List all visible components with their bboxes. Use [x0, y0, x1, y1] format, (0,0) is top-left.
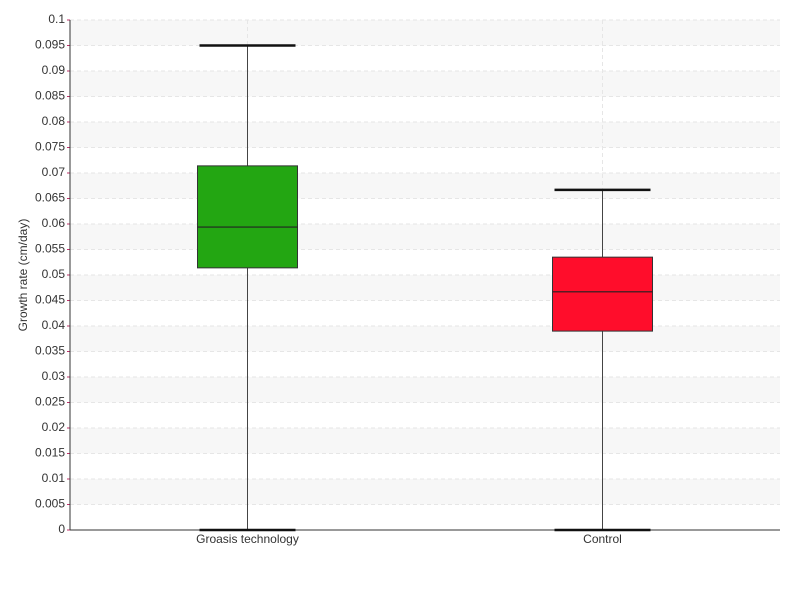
y-tick-label: 0.07 — [42, 165, 66, 179]
grid-band — [70, 275, 780, 301]
y-tick-label: 0.06 — [42, 216, 66, 230]
grid-band — [70, 326, 780, 352]
grid-band — [70, 20, 780, 46]
y-tick-label: 0 — [58, 522, 65, 536]
grid-band — [70, 122, 780, 148]
y-tick-label: 0.095 — [35, 38, 65, 52]
y-tick-label: 0.015 — [35, 446, 65, 460]
y-axis-label: Growth rate (cm/day) — [16, 219, 30, 332]
y-tick-label: 0.03 — [42, 369, 66, 383]
y-tick-label: 0.035 — [35, 344, 65, 358]
y-tick-label: 0.01 — [42, 471, 66, 485]
y-tick-label: 0.065 — [35, 191, 65, 205]
x-tick-label: Groasis technology — [196, 532, 299, 546]
y-tick-label: 0.055 — [35, 242, 65, 256]
y-tick-label: 0.1 — [48, 12, 65, 26]
y-tick-label: 0.08 — [42, 114, 66, 128]
box — [552, 256, 653, 332]
y-tick-label: 0.085 — [35, 89, 65, 103]
y-tick-label: 0.04 — [42, 318, 66, 332]
grid-band — [70, 428, 780, 454]
box — [197, 165, 298, 269]
x-tick-label: Control — [583, 532, 622, 546]
y-tick-label: 0.045 — [35, 293, 65, 307]
y-tick-label: 0.09 — [42, 63, 66, 77]
grid-band — [70, 377, 780, 403]
grid-band — [70, 71, 780, 97]
y-tick-label: 0.075 — [35, 140, 65, 154]
grid-band — [70, 224, 780, 250]
y-tick-label: 0.05 — [42, 267, 66, 281]
y-tick-label: 0.025 — [35, 395, 65, 409]
y-tick-label: 0.005 — [35, 497, 65, 511]
y-tick-label: 0.02 — [42, 420, 66, 434]
grid-band — [70, 479, 780, 505]
grid-band — [70, 173, 780, 199]
